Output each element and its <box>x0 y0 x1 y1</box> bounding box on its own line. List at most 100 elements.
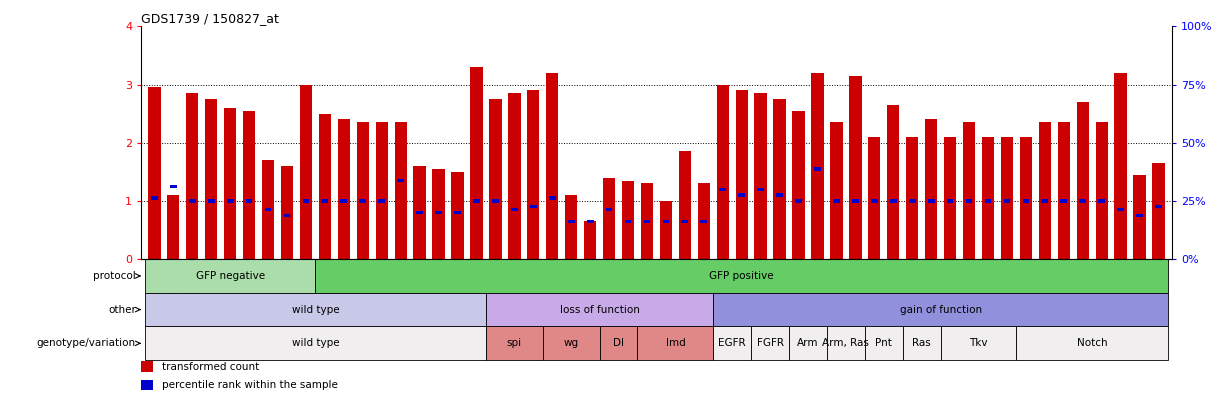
Text: gain of function: gain of function <box>899 305 982 315</box>
Text: wild type: wild type <box>292 338 339 348</box>
Bar <box>739 193 745 197</box>
Text: Notch: Notch <box>1077 338 1108 348</box>
Text: genotype/variation: genotype/variation <box>37 338 136 348</box>
Bar <box>638 326 713 360</box>
Bar <box>360 199 366 202</box>
Text: Pnt: Pnt <box>875 338 892 348</box>
Bar <box>1004 199 1010 202</box>
Bar <box>1136 214 1144 217</box>
Bar <box>337 119 350 259</box>
Bar <box>663 220 669 223</box>
Bar <box>145 293 486 326</box>
Bar <box>587 220 594 223</box>
Bar <box>1042 199 1048 202</box>
Bar <box>145 259 315 293</box>
Bar <box>169 185 177 188</box>
Bar <box>508 93 520 259</box>
Bar <box>925 119 937 259</box>
Bar <box>963 122 975 259</box>
Bar <box>814 167 821 171</box>
Bar <box>265 208 271 211</box>
Bar <box>928 199 935 202</box>
Bar <box>486 326 542 360</box>
Bar <box>831 122 843 259</box>
Bar <box>281 166 293 259</box>
Bar <box>713 326 751 360</box>
Bar <box>600 326 638 360</box>
Bar <box>187 93 199 259</box>
Bar <box>546 73 558 259</box>
Bar <box>148 87 161 259</box>
Bar <box>681 220 688 223</box>
Bar <box>528 90 540 259</box>
Bar <box>827 326 865 360</box>
Bar <box>1060 199 1067 202</box>
Bar <box>510 208 518 211</box>
Bar <box>640 183 653 259</box>
Bar <box>941 326 1016 360</box>
Text: wg: wg <box>563 338 579 348</box>
Bar <box>151 196 158 200</box>
Bar <box>773 99 785 259</box>
Bar <box>777 193 783 197</box>
Bar <box>909 199 915 202</box>
Bar <box>602 178 615 259</box>
Bar <box>982 137 994 259</box>
Bar <box>1152 163 1164 259</box>
Bar <box>299 85 312 259</box>
Bar <box>227 199 233 202</box>
Text: other: other <box>108 305 136 315</box>
Bar <box>470 67 482 259</box>
Bar <box>944 137 956 259</box>
Text: Tkv: Tkv <box>969 338 988 348</box>
Bar <box>542 326 600 360</box>
Bar <box>145 326 486 360</box>
Text: spi: spi <box>507 338 521 348</box>
Text: Imd: Imd <box>665 338 685 348</box>
Bar <box>315 259 1168 293</box>
Bar <box>966 199 973 202</box>
Bar <box>679 151 691 259</box>
Text: Ras: Ras <box>913 338 931 348</box>
Text: Dl: Dl <box>614 338 625 348</box>
Bar <box>906 137 918 259</box>
Bar <box>625 220 632 223</box>
Bar <box>1134 175 1146 259</box>
Bar <box>871 199 877 202</box>
Bar <box>225 108 237 259</box>
Bar <box>375 122 388 259</box>
Bar <box>283 214 291 217</box>
Bar <box>698 183 710 259</box>
Bar <box>717 85 729 259</box>
Bar <box>205 99 217 259</box>
Bar <box>1098 199 1106 202</box>
Bar <box>261 160 274 259</box>
Bar <box>1080 199 1086 202</box>
Bar <box>141 379 153 390</box>
Bar <box>490 99 502 259</box>
Bar <box>245 199 253 202</box>
Text: protocol: protocol <box>93 271 136 281</box>
Bar <box>865 326 903 360</box>
Bar <box>701 220 707 223</box>
Bar <box>395 122 407 259</box>
Bar <box>1155 205 1162 209</box>
Bar <box>719 188 726 191</box>
Bar <box>751 326 789 360</box>
Bar <box>492 199 499 202</box>
Bar <box>849 76 861 259</box>
Bar <box>548 196 556 200</box>
Bar <box>474 199 480 202</box>
Bar <box>984 199 991 202</box>
Bar <box>1096 122 1108 259</box>
Bar <box>1001 137 1014 259</box>
Bar <box>454 211 461 214</box>
Bar <box>1118 208 1124 211</box>
Bar <box>378 199 385 202</box>
Bar <box>568 220 574 223</box>
Text: wild type: wild type <box>292 305 339 315</box>
Bar <box>947 199 953 202</box>
Bar <box>1020 137 1032 259</box>
Text: percentile rank within the sample: percentile rank within the sample <box>162 380 337 390</box>
Bar <box>413 166 426 259</box>
